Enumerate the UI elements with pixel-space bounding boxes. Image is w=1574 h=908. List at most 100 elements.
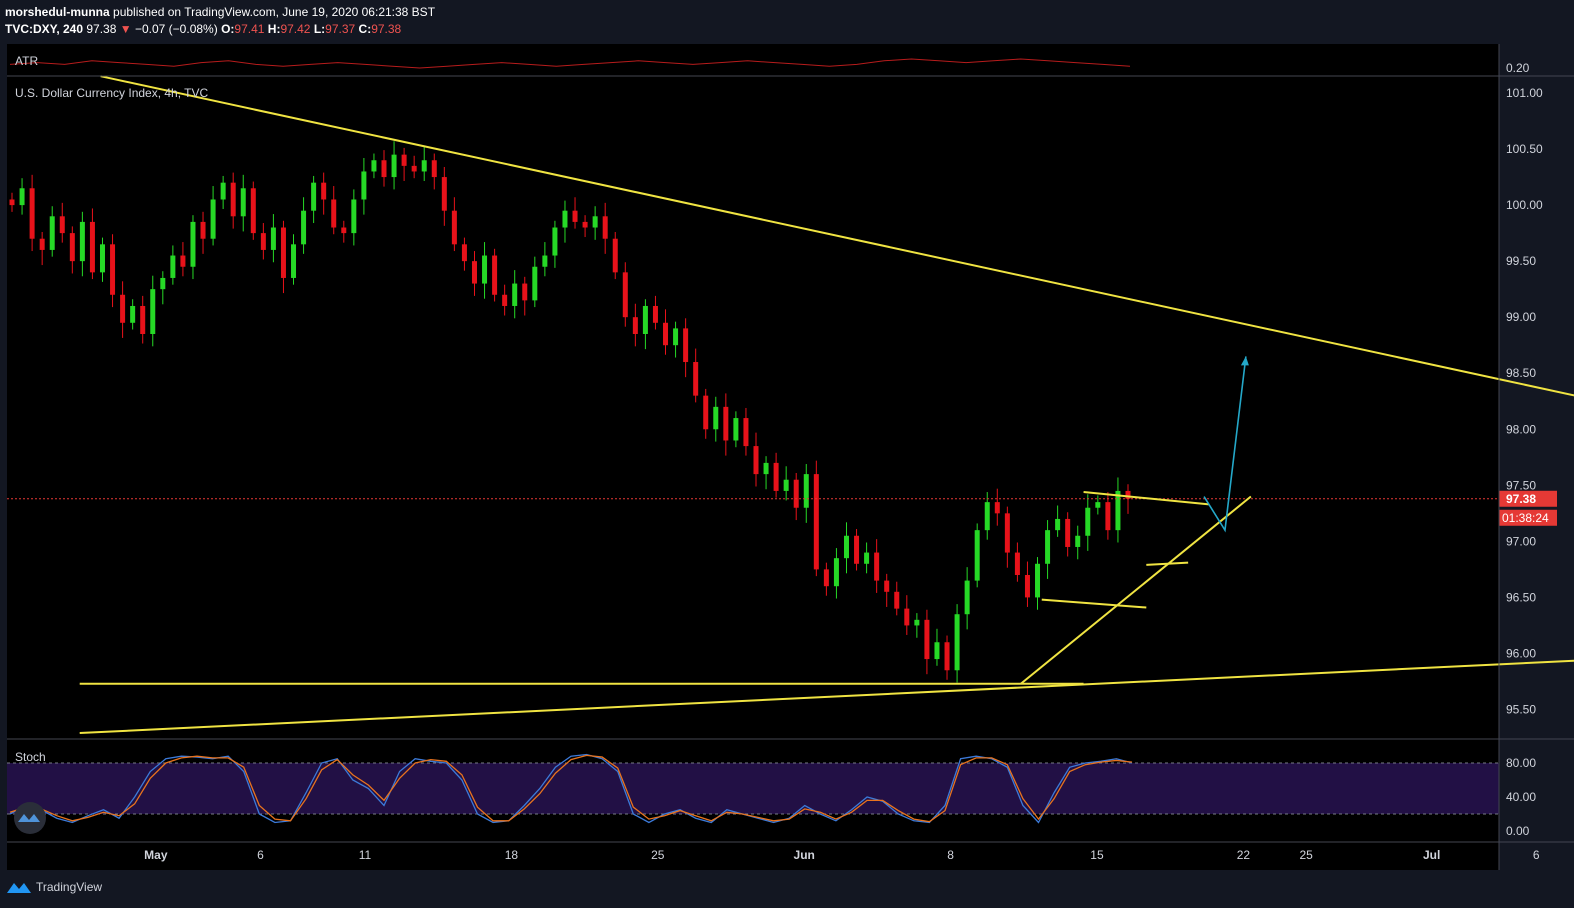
candle-body (683, 328, 689, 363)
candle-body (482, 255, 488, 284)
price-tick-label: 96.50 (1506, 590, 1536, 604)
tradingview-logo-icon (7, 883, 31, 893)
stoch-title: Stoch (15, 750, 46, 764)
candle-body (371, 160, 377, 172)
candle-body (874, 552, 880, 581)
price-tick-label: 100.00 (1506, 198, 1543, 212)
time-tick-label: 25 (651, 848, 665, 862)
candle-body (864, 552, 870, 564)
candle-body (120, 294, 126, 323)
projection-path (1203, 356, 1247, 533)
open-label: O: (221, 22, 235, 36)
change-value: −0.07 (−0.08%) (134, 22, 218, 36)
time-tick-label: 22 (1237, 848, 1251, 862)
candle-body (49, 216, 55, 250)
candle-body (522, 283, 528, 301)
candle-body (1014, 552, 1020, 575)
candle-body (954, 614, 960, 671)
time-tick-label: 11 (359, 848, 372, 862)
last-price-label: 97.38 (1506, 492, 1536, 506)
candle-body (854, 535, 860, 564)
candle-body (240, 188, 246, 217)
stoch-pane (7, 753, 1499, 824)
stoch-line-k (9, 753, 1133, 824)
trendline-long-rising-support (79, 659, 1574, 735)
footer-brand[interactable]: TradingView (36, 880, 103, 894)
candle-body (934, 642, 940, 660)
time-tick-label: Jun (794, 848, 815, 862)
candle-body (260, 233, 266, 250)
stoch-tick-label: 40.00 (1506, 790, 1536, 804)
candle-body (944, 642, 950, 671)
price-tick-label: 101.00 (1506, 86, 1543, 100)
countdown-label: 01:38:24 (1502, 511, 1549, 525)
low-value: 97.37 (325, 22, 356, 36)
atr-line (9, 58, 1131, 69)
candle-body (502, 294, 508, 306)
candle-body (381, 160, 387, 178)
price-tick-label: 96.00 (1506, 646, 1536, 660)
projection-arrowhead (1240, 356, 1249, 366)
candle-body (532, 266, 538, 301)
candle-body (160, 277, 166, 290)
candle-body (29, 188, 35, 239)
candle-body (361, 171, 367, 200)
candle-body (693, 362, 699, 396)
candle-body (69, 233, 75, 262)
candle-body (280, 227, 286, 278)
candle-body (753, 446, 759, 475)
candle-body (673, 328, 679, 346)
candle-body (773, 462, 779, 491)
candle-body (763, 462, 769, 475)
candle-body (110, 244, 116, 295)
candle-body (1125, 490, 1131, 499)
chart-area[interactable]: 101.00 100.50 100.00 99.50 99.00 98.50 98.00 97… (0, 0, 1574, 870)
candle-body (1095, 502, 1101, 508)
stoch-band (7, 763, 1499, 814)
candle-body (19, 188, 25, 206)
candle-body (59, 216, 65, 234)
price-tick-label: 99.50 (1506, 254, 1536, 268)
candle-body (894, 591, 900, 609)
price-tick-label: 97.50 (1506, 478, 1536, 492)
candle-body (562, 210, 568, 228)
last-value: 97.38 (86, 22, 117, 36)
trendline-channel-mid (1146, 561, 1189, 566)
time-tick-label: 18 (505, 848, 519, 862)
atr-title: ATR (15, 54, 38, 68)
candle-body (1105, 502, 1111, 531)
price-pane[interactable] (7, 75, 1574, 735)
candle-body (663, 322, 669, 346)
candle-body (331, 199, 337, 228)
candle-body (552, 227, 558, 256)
candle-body (914, 619, 920, 626)
candle-body (250, 188, 256, 234)
candle-body (1115, 490, 1121, 531)
candle-body (301, 210, 307, 245)
candle-body (642, 305, 648, 334)
close-value: 97.38 (371, 22, 402, 36)
candle-body (391, 154, 397, 178)
candle-body (512, 283, 518, 306)
candle-body (783, 479, 789, 491)
low-label: L: (313, 22, 326, 36)
candle-body (321, 182, 327, 200)
candle-body (461, 244, 467, 262)
symbol-label: TVC:DXY, 240 (5, 22, 84, 36)
footer: TradingView (6, 878, 102, 896)
candle-body (924, 619, 930, 660)
close-label: C: (358, 22, 372, 36)
candle-body (9, 199, 15, 206)
atr-axis-label: 0.20 (1506, 61, 1530, 75)
time-tick-label: Jul (1423, 848, 1440, 862)
candle-body (602, 216, 608, 239)
candle-body (582, 221, 588, 228)
candle-body (1065, 518, 1071, 547)
candle-body (441, 177, 447, 211)
price-tick-label: 95.50 (1506, 703, 1536, 717)
high-label: H: (267, 22, 281, 36)
down-arrow-icon: ▼ (119, 22, 132, 36)
candle-body (270, 227, 276, 250)
candle-body (180, 255, 186, 267)
author-name[interactable]: morshedul-munna (5, 5, 110, 19)
